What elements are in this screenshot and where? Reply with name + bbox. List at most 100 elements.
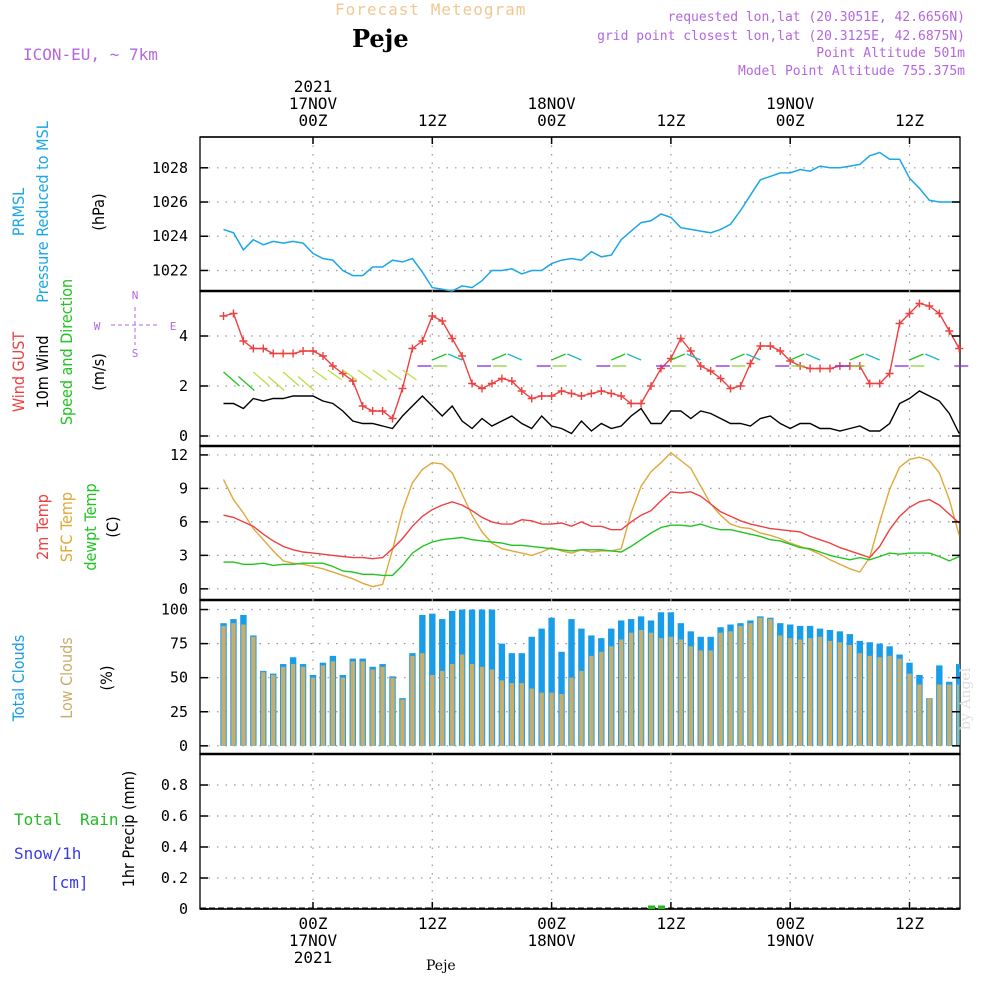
gridpoint-coords: grid point closest lon,lat (20.3125E, 42… — [597, 29, 965, 44]
ytick-label: 0.8 — [161, 776, 188, 794]
gust-marker — [776, 347, 785, 355]
gust-marker — [497, 374, 506, 383]
low-cloud-bar — [420, 653, 425, 746]
low-cloud-bar — [280, 666, 286, 746]
low-cloud-bar — [579, 670, 584, 746]
gust-marker — [617, 392, 626, 400]
low-cloud-bar — [688, 646, 693, 746]
ytick-label: 0 — [179, 580, 188, 598]
panel-labels: N S W E PRMSL Pressure Reduced to MSL (hPa) Win… — [9, 121, 176, 892]
low-cloud-bar — [797, 639, 803, 746]
ytick-label: 100 — [161, 601, 188, 619]
gust-marker — [309, 347, 317, 355]
wind-arrow — [223, 371, 240, 387]
gust-marker — [418, 337, 427, 345]
gust-marker — [378, 407, 387, 415]
sfc-temp-label: SFC Temp — [57, 492, 76, 562]
ytick-label: 0.4 — [161, 838, 188, 856]
gust-line — [223, 302, 960, 420]
snow-unit-label: [cm] — [50, 873, 89, 892]
low-cloud-bar — [867, 655, 872, 746]
sfc-temp-line — [222, 451, 960, 588]
gust-marker — [398, 384, 407, 393]
xtick-label-bottom: 00Z — [776, 914, 805, 933]
low-cloud-bar — [937, 684, 942, 746]
low-cloud-bar — [529, 688, 534, 746]
model-label: ICON-EU, ~ 7km — [23, 45, 158, 64]
chart-title: Forecast Meteogram — [335, 0, 527, 19]
wind-unit: (m/s) — [89, 353, 108, 391]
wind-gust-label: Wind GUST — [9, 332, 28, 413]
low-cloud-bar — [241, 624, 246, 746]
xtick-label-top: 19NOV — [766, 94, 815, 113]
xtick-label-top: 00Z — [776, 111, 805, 130]
low-cloud-bar — [589, 655, 594, 746]
low-cloud-bar — [857, 653, 862, 746]
gust-marker — [806, 364, 815, 373]
gust-marker — [935, 309, 944, 318]
xtick-label-bottom: 17NOV — [289, 931, 338, 950]
ytick-label: 3 — [179, 546, 188, 564]
low-cloud-bar — [271, 674, 276, 746]
low-cloud-bar — [221, 625, 226, 746]
gust-marker — [647, 382, 656, 390]
low-cloud-bar — [509, 683, 515, 746]
wind-arrow — [282, 371, 300, 387]
gust-marker — [299, 347, 308, 355]
credit-watermark: by Angel — [958, 667, 974, 730]
gust-marker — [726, 384, 735, 393]
low-cloud-bar — [788, 638, 793, 746]
gust-marker — [736, 382, 745, 390]
ytick-label: 0.6 — [161, 807, 188, 825]
low-cloud-bar — [569, 677, 574, 746]
low-cloud-bar — [917, 684, 922, 746]
gust-marker — [716, 374, 725, 383]
wind-arrow — [252, 371, 270, 387]
pressure-label-2: Pressure Reduced to MSL — [33, 121, 52, 302]
ytick-label: 50 — [170, 669, 188, 687]
low-cloud-bar — [300, 666, 306, 746]
low-cloud-bar — [290, 664, 296, 746]
compass-e: E — [170, 320, 177, 333]
wind-arrow — [327, 369, 343, 381]
low-cloud-bar — [678, 639, 684, 746]
low-cloud-bar — [459, 654, 465, 746]
gust-marker — [448, 334, 457, 343]
gust-marker — [816, 364, 825, 373]
panel-frame-pressure — [199, 136, 961, 292]
wind-arrow — [849, 353, 865, 361]
wind-arrow — [909, 353, 924, 361]
wind-arrow — [507, 353, 523, 361]
gust-marker — [587, 389, 596, 398]
gust-marker — [696, 362, 705, 370]
gust-marker — [547, 392, 556, 400]
wind-arrow — [626, 353, 642, 361]
low-cloud-bar — [827, 640, 833, 746]
low-cloud-bar — [340, 677, 346, 746]
xtick-label-bottom: 19NOV — [766, 931, 815, 950]
wind-arrow — [567, 353, 582, 361]
low-cloud-bar — [847, 644, 853, 746]
low-cloud-bar — [817, 636, 823, 746]
low-cloud-bar — [907, 673, 912, 746]
gust-marker — [607, 389, 616, 398]
wind-arrow — [342, 369, 358, 381]
gust-marker — [388, 414, 397, 423]
low-cloud-bar — [628, 632, 634, 746]
gust-marker — [756, 342, 765, 350]
panel-frame-precip — [199, 753, 961, 910]
wind-arrow — [789, 353, 805, 361]
pressure-unit: (hPa) — [89, 193, 108, 230]
low-cloud-bar — [231, 623, 236, 746]
low-cloud-bar — [410, 655, 415, 746]
gust-marker — [279, 349, 288, 358]
gust-marker — [468, 379, 477, 388]
ytick-label: 6 — [179, 513, 188, 531]
low-cloud-bar — [877, 657, 882, 746]
ytick-label: 1028 — [152, 159, 188, 177]
gust-marker — [259, 344, 268, 353]
low-cloud-bar — [449, 664, 455, 746]
wind-dir-label: Speed and Direction — [57, 279, 76, 425]
low-cloud-bar — [320, 665, 326, 746]
xtick-label-bottom: 12Z — [418, 914, 447, 933]
